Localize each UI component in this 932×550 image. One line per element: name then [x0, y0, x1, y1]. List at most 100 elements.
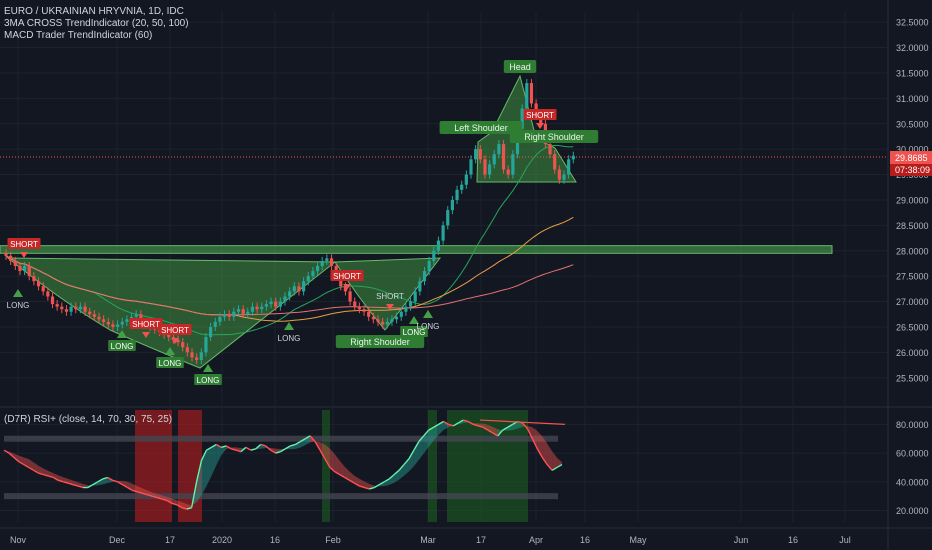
candle-body — [390, 319, 394, 322]
signal-label: SHORT — [333, 272, 361, 281]
rsi-line-segment — [161, 498, 168, 502]
price-tick-label: 30.5000 — [896, 119, 929, 129]
rsi-line-segment — [526, 428, 533, 440]
candle-body — [111, 324, 115, 327]
rsi-line-segment — [112, 479, 118, 483]
rsi-legend: (D7R) RSI+ (close, 14, 70, 30, 75, 25) — [4, 414, 173, 425]
rsi-line-segment — [156, 496, 163, 500]
candle-body — [9, 255, 13, 261]
rsi-line-segment — [309, 435, 316, 443]
signal-label: SHORT — [132, 320, 160, 329]
candle-body — [320, 260, 324, 266]
candle-body — [343, 286, 348, 292]
candle-body — [311, 271, 315, 277]
candle-body — [181, 342, 185, 348]
rsi-fill — [512, 421, 518, 431]
rsi-line-segment — [408, 449, 415, 460]
time-tick-label: 17 — [165, 535, 175, 545]
rsi-divergence-line — [479, 419, 566, 425]
candle-body — [408, 301, 413, 307]
long-arrow-icon — [203, 364, 213, 372]
rsi-fill — [196, 460, 202, 503]
rsi-fill — [97, 478, 103, 486]
price-tick-label: 26.0000 — [896, 348, 929, 358]
rsi-fill — [83, 483, 88, 488]
time-tick-label: 2020 — [212, 535, 232, 545]
rsi-line-segment — [374, 484, 380, 489]
price-tick-label: 27.5000 — [896, 272, 929, 282]
rsi-fill — [364, 481, 370, 489]
time-tick-label: 16 — [580, 535, 590, 545]
candle-body — [120, 321, 124, 325]
rsi-line-segment — [349, 479, 355, 484]
signal-labels: SHORTLONGSHORTSHORTLONGLONGLONGLONGSHORT… — [7, 109, 557, 385]
rsi-fill — [320, 442, 325, 459]
rsi-line-segment — [463, 419, 469, 423]
rsi-line-segment — [339, 474, 346, 479]
pattern-label: Left Shoulder — [454, 123, 508, 133]
short-arrow-icon — [142, 332, 150, 338]
price-axis: 25.5000 26.0000 26.5000 27.0000 27.5000 28.00… — [896, 18, 929, 384]
rsi-line-segment — [176, 504, 183, 509]
rsi-fill — [408, 450, 414, 472]
rsi-line-segment — [492, 432, 499, 437]
rsi-fill — [423, 430, 429, 454]
candle-body — [511, 154, 515, 175]
time-tick-label: Mar — [420, 535, 436, 545]
signal-box — [194, 374, 222, 385]
rsi-fill — [542, 436, 548, 465]
long-arrow-icon — [423, 310, 433, 318]
rsi-fill — [359, 478, 365, 488]
rsi-line-segment — [48, 475, 54, 479]
candle-body — [18, 266, 22, 272]
candle-body — [367, 311, 371, 317]
rsi-fill — [324, 444, 330, 468]
price-tick-label: 28.5000 — [896, 221, 929, 231]
pattern-label-box — [509, 130, 599, 143]
long-arrow-icon — [284, 322, 294, 330]
rsi-line-segment — [211, 443, 217, 448]
signal-label: LONG — [197, 376, 220, 385]
rsi-line-segment — [443, 420, 449, 425]
signal-label: LONG — [278, 334, 301, 343]
rsi-panel — [3, 410, 566, 522]
rsi-fill — [399, 464, 404, 480]
candle-body — [325, 258, 329, 261]
pattern-label: Right Shoulder — [350, 337, 410, 347]
rsi-fill — [201, 450, 207, 496]
time-tick-label: Jun — [734, 535, 749, 545]
candle-body — [241, 309, 245, 315]
rsi-line-segment — [467, 420, 474, 425]
rsi-line-segment — [260, 443, 266, 447]
candle-body — [506, 169, 510, 175]
rsi-line-segment — [137, 491, 143, 494]
rsi-line-segment — [428, 426, 434, 431]
rsi-line-segment — [102, 476, 108, 480]
rsi-fill — [127, 481, 133, 491]
rsi-fill — [211, 444, 217, 477]
candle-body — [399, 311, 403, 317]
candle-body — [348, 291, 352, 302]
rsi-line-segment — [275, 450, 281, 454]
signal-label: LONG — [7, 301, 30, 310]
rsi-fill — [13, 453, 19, 462]
rsi-fill — [394, 470, 400, 483]
candle-body — [204, 337, 208, 353]
rsi-line-segment — [87, 484, 94, 489]
candle-body — [395, 316, 399, 320]
candle-body — [492, 154, 496, 165]
candle-body — [92, 314, 96, 317]
signal-label: LONG — [111, 342, 134, 351]
candle-body — [455, 189, 459, 200]
rsi-fill — [552, 451, 558, 471]
rsi-fill — [384, 478, 390, 487]
rsi-fill — [438, 421, 444, 435]
short-arrow-icon — [20, 252, 28, 258]
signal-label: LONG — [417, 322, 440, 331]
candle-body — [41, 286, 45, 292]
price-tick-label: 29.0000 — [896, 195, 929, 205]
candle-body — [167, 334, 171, 338]
rsi-line-segment — [453, 422, 459, 427]
candle-body — [222, 314, 227, 317]
rsi-line-segment — [240, 446, 247, 453]
